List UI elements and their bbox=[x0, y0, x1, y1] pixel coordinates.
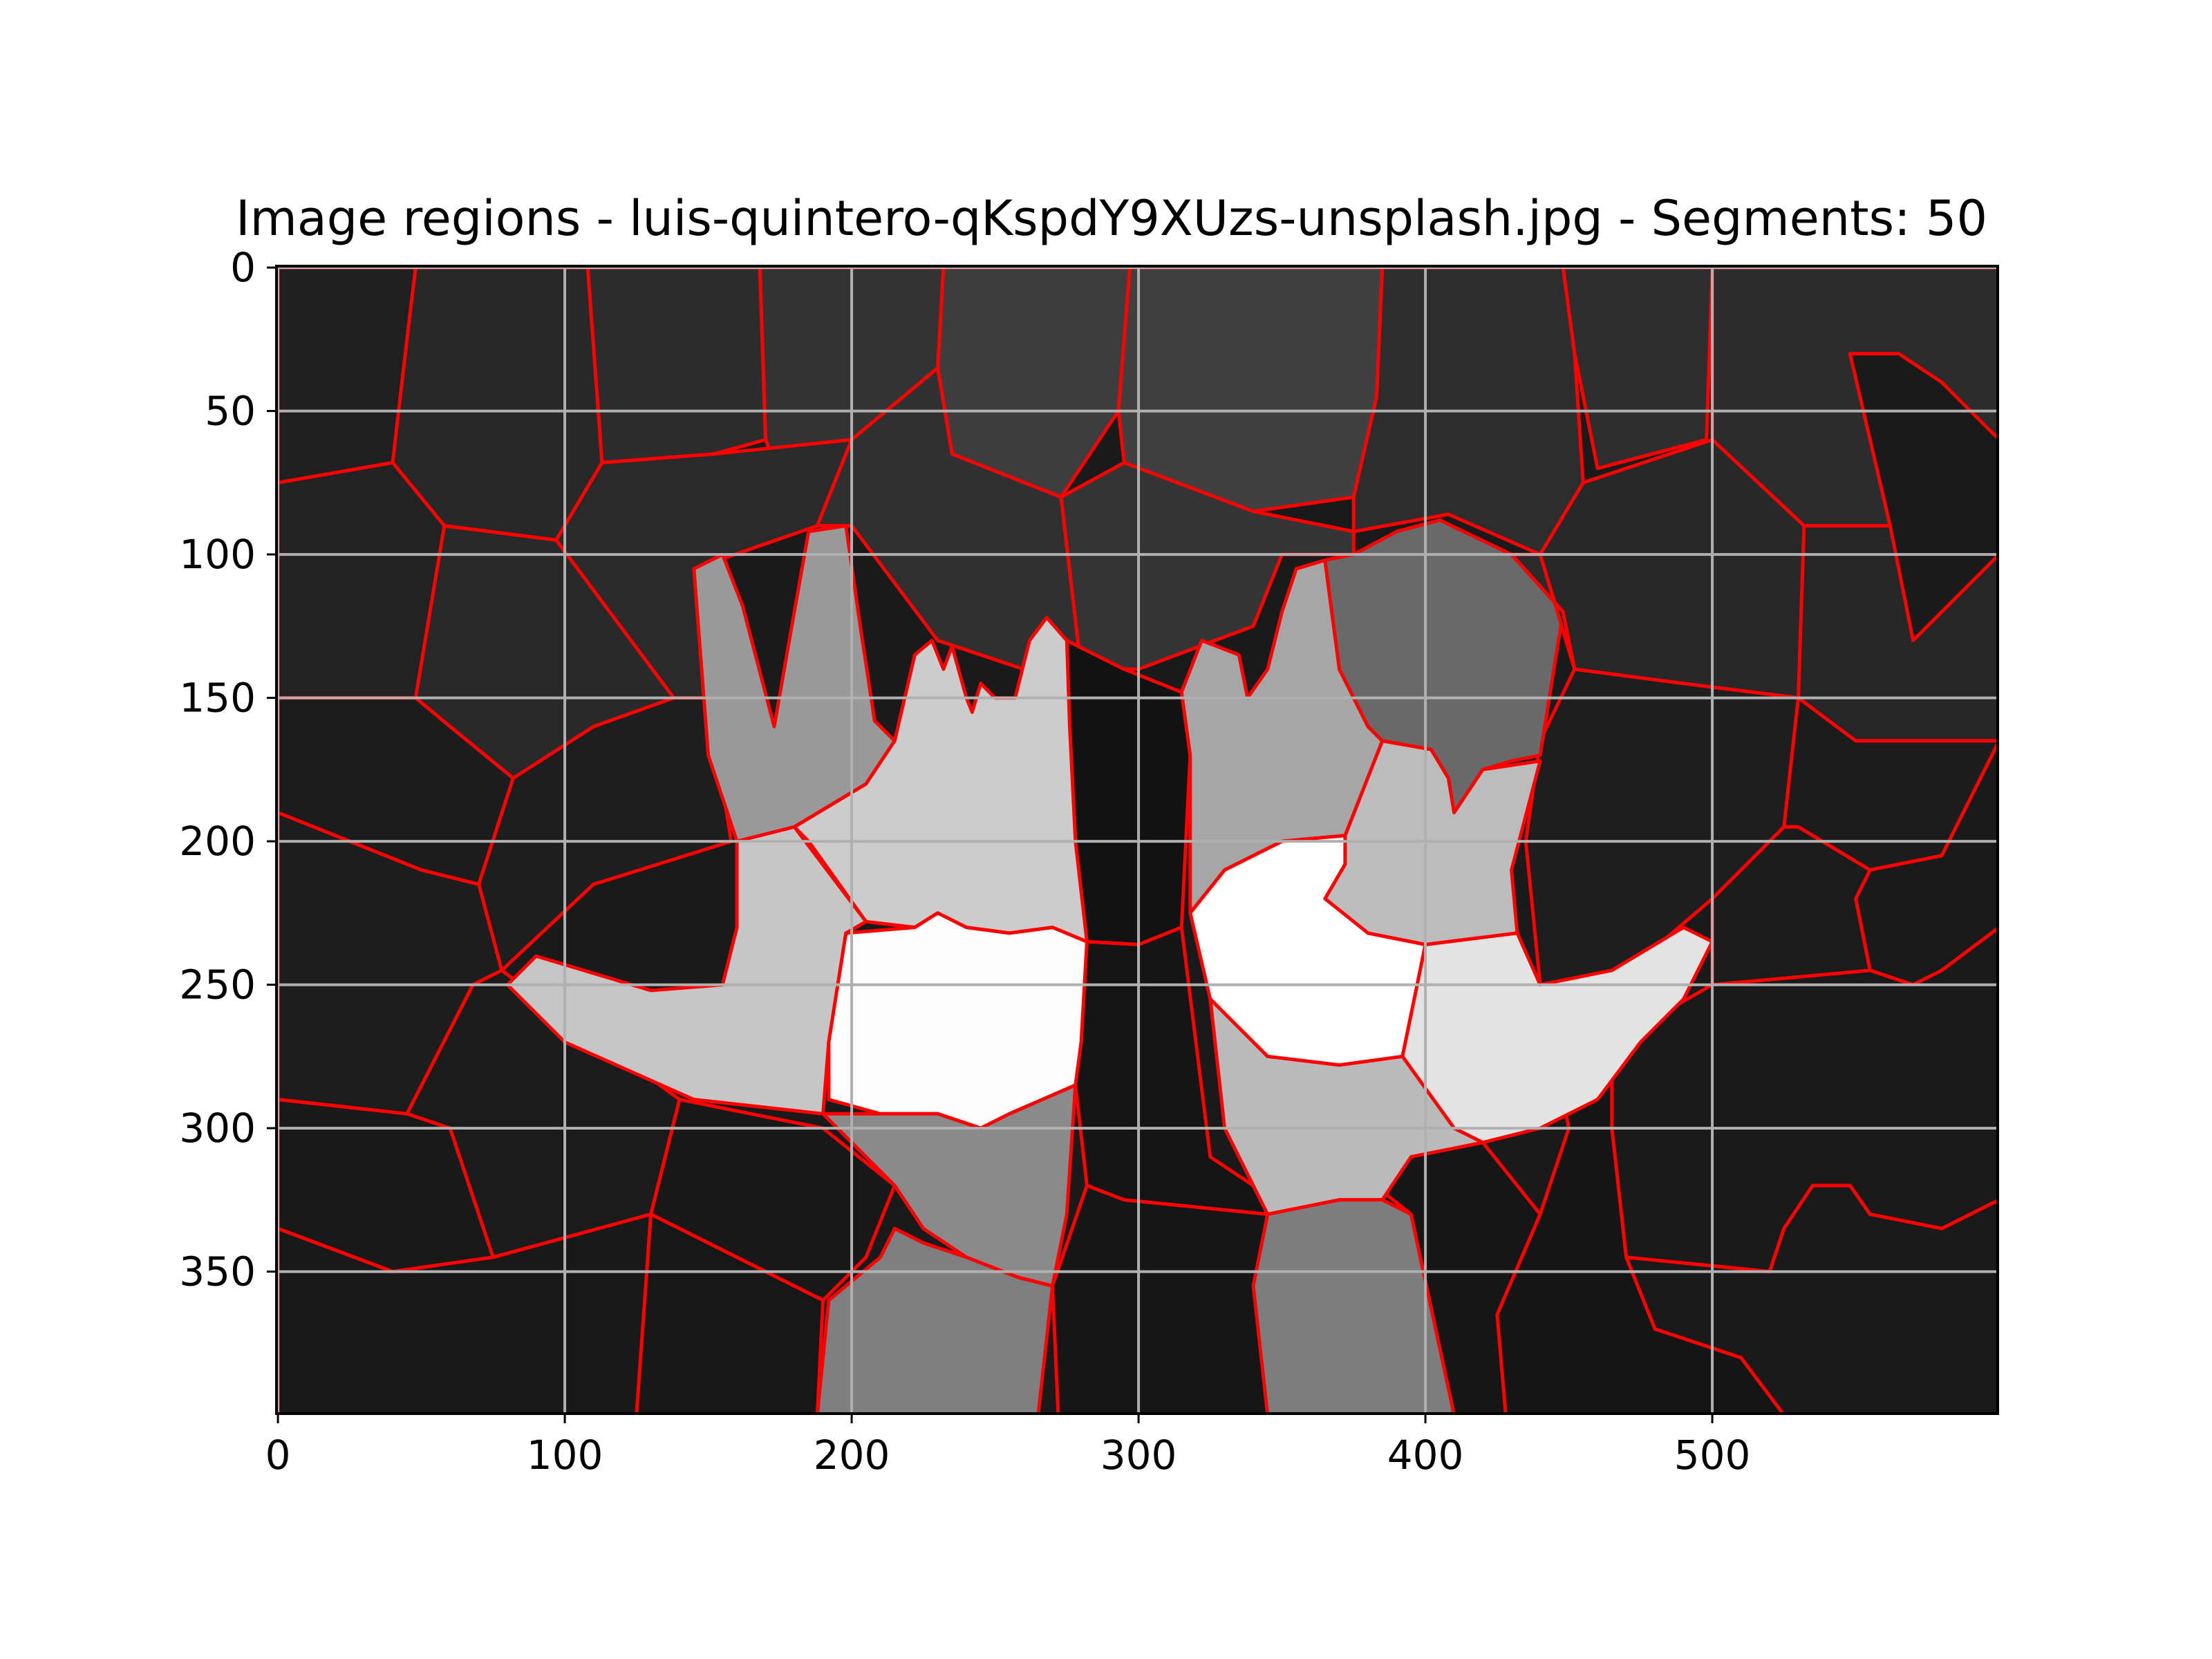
y-tick-label: 100 bbox=[179, 531, 256, 578]
x-axis: 0 100 200 300 400 500 bbox=[265, 1414, 1751, 1479]
segment-region bbox=[815, 1226, 1055, 1414]
y-tick-label: 350 bbox=[179, 1248, 256, 1295]
grid-lines bbox=[276, 266, 1998, 1414]
y-tick-label: 250 bbox=[179, 962, 256, 1009]
y-tick-label: 50 bbox=[205, 388, 256, 435]
axes-frame bbox=[275, 265, 1999, 1415]
segment-region bbox=[276, 460, 447, 700]
x-tick-label: 300 bbox=[1100, 1432, 1177, 1479]
y-tick-label: 0 bbox=[230, 244, 256, 291]
y-axis: 0 50 100 150 200 250 300 350 bbox=[179, 244, 276, 1295]
x-tick-label: 400 bbox=[1387, 1432, 1464, 1479]
chart-title: Image regions - luis-quintero-qKspdY9XUz… bbox=[236, 190, 1987, 247]
y-tick-label: 150 bbox=[179, 675, 256, 722]
x-tick-label: 200 bbox=[814, 1432, 890, 1479]
x-tick-label: 0 bbox=[265, 1432, 291, 1479]
segmented-image bbox=[276, 266, 1998, 1414]
segment-region bbox=[821, 1083, 1078, 1288]
segment-region bbox=[1208, 997, 1485, 1217]
segment-region bbox=[1323, 518, 1565, 815]
segment-region bbox=[585, 266, 768, 465]
segment-region bbox=[827, 911, 1089, 1130]
segment-region bbox=[1251, 1198, 1456, 1414]
y-tick-label: 200 bbox=[179, 818, 256, 865]
x-tick-label: 500 bbox=[1674, 1432, 1751, 1479]
x-tick-label: 100 bbox=[527, 1432, 603, 1479]
y-tick-label: 300 bbox=[179, 1105, 256, 1152]
